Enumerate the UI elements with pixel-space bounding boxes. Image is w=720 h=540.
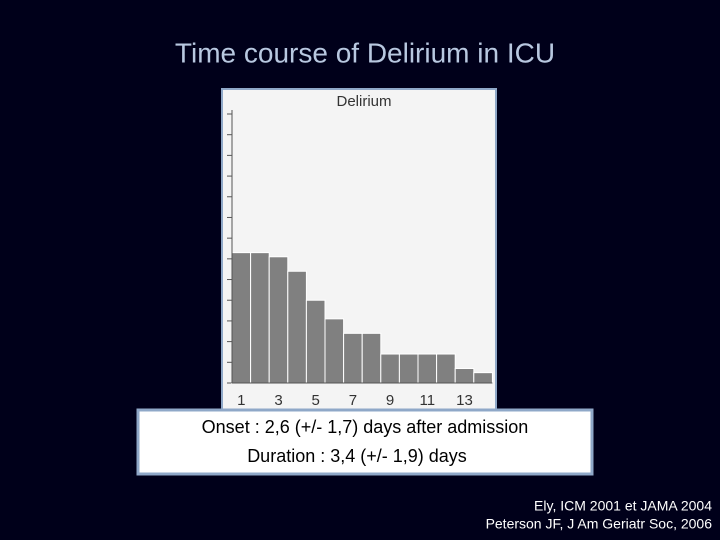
bar [417, 353, 438, 384]
x-tick-label: 9 [386, 392, 394, 409]
bar [324, 318, 345, 384]
summary-line: Duration : 3,4 (+/- 1,9) days [247, 446, 467, 466]
bar [454, 368, 475, 384]
bar [268, 256, 289, 384]
x-tick-label: 1 [237, 392, 245, 409]
x-tick-label: 11 [420, 392, 436, 409]
bar [305, 299, 326, 384]
reference: Ely, ICM 2001 et JAMA 2004 [534, 498, 712, 514]
bar [473, 372, 493, 384]
x-tick-label: 5 [312, 392, 320, 409]
chart-title: Delirium [336, 93, 391, 110]
bar [398, 353, 419, 384]
plot: 1 3 5 7 9 11 13 [227, 110, 493, 409]
bar [287, 270, 307, 384]
bar [361, 332, 382, 384]
bar [250, 252, 270, 384]
bar [380, 353, 400, 384]
bar [436, 353, 456, 384]
x-tick-label: 13 [456, 392, 473, 409]
summary-box [136, 408, 594, 476]
bar [231, 252, 252, 384]
reference: Peterson JF, J Am Geriatr Soc, 2006 [486, 516, 713, 532]
x-tick-label: 3 [274, 392, 282, 409]
slide-title: Time course of Delirium in ICU [175, 37, 555, 68]
bar [343, 332, 363, 384]
summary-line: Onset : 2,6 (+/- 1,7) days after admissi… [202, 417, 529, 437]
x-tick-label: 7 [349, 392, 357, 409]
